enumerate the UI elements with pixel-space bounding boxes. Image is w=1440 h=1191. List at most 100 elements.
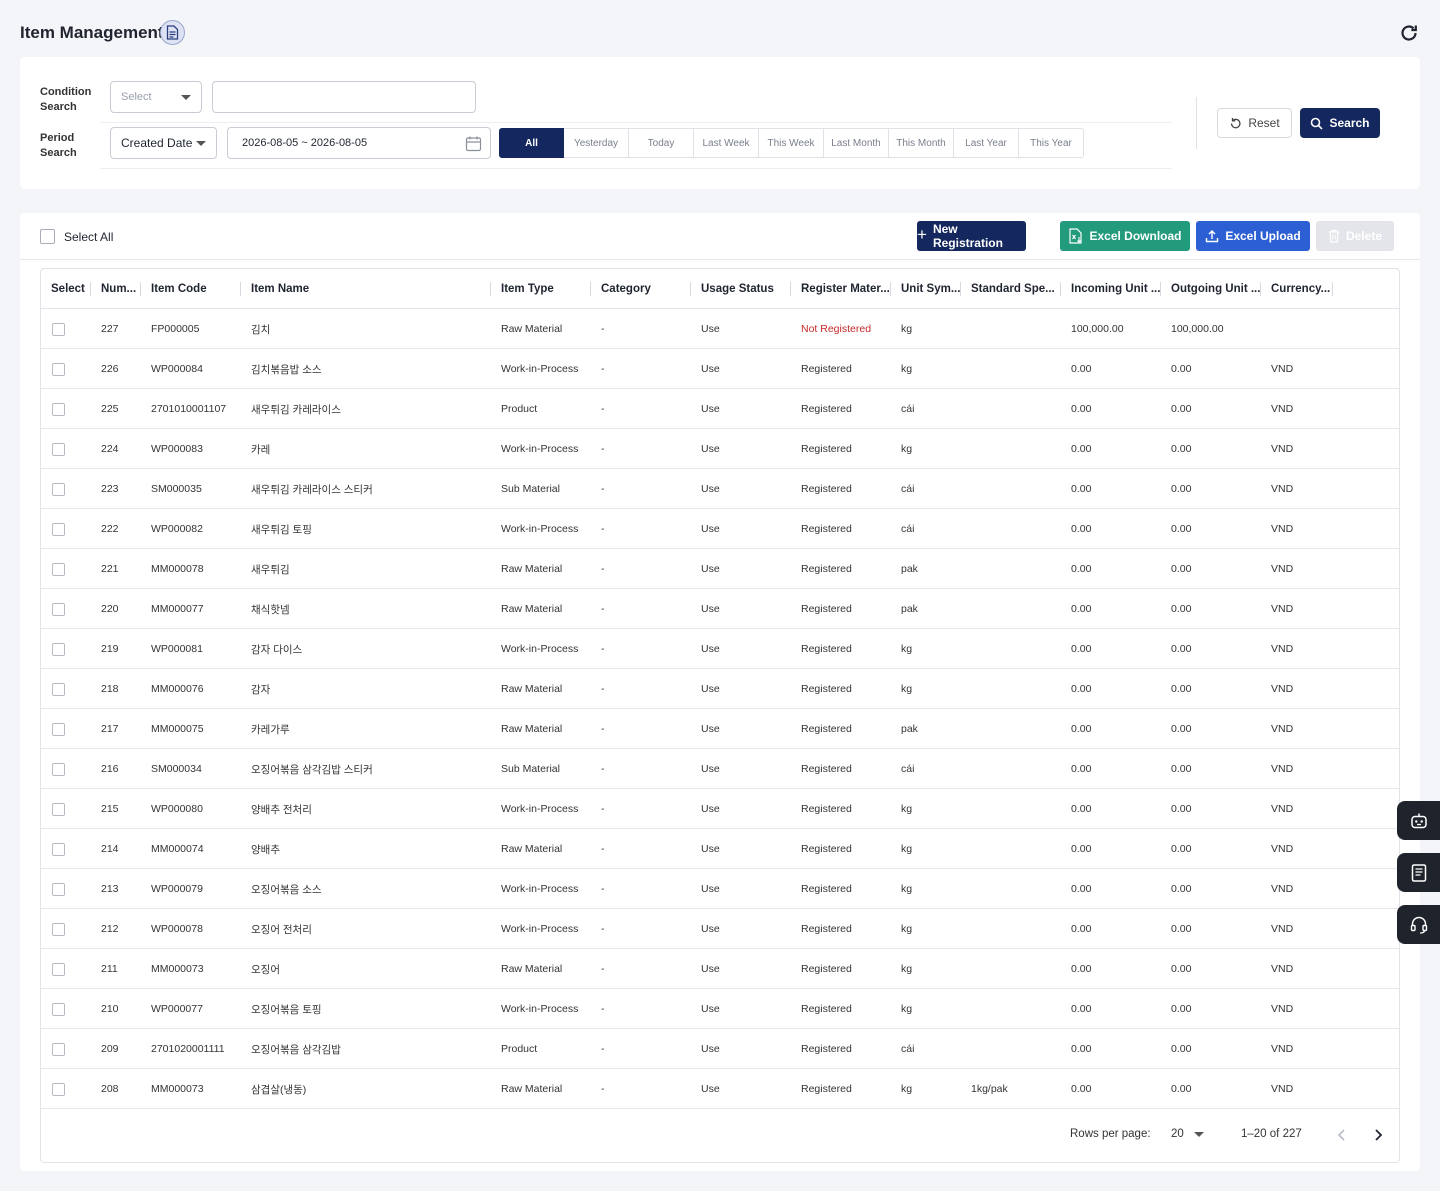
refresh-icon[interactable] [1398,22,1420,44]
column-separator[interactable] [1160,282,1161,296]
row-checkbox[interactable] [52,402,65,416]
delete-button[interactable]: Delete [1316,221,1394,251]
table-row[interactable]: 221 MM000078 새우튀김 Raw Material - Use Registere… [41,549,1399,589]
select-all-checkbox[interactable]: Select All [40,229,113,244]
calendar-icon[interactable] [465,135,482,155]
column-separator[interactable] [1260,282,1261,296]
period-button-last-year[interactable]: Last Year [954,128,1019,158]
column-header[interactable]: Standard Spe... [961,269,1061,309]
reset-button[interactable]: Reset [1217,108,1292,138]
row-checkbox[interactable] [52,722,65,736]
column-header[interactable]: Outgoing Unit ... [1171,282,1261,296]
row-checkbox[interactable] [52,322,65,336]
column-separator[interactable] [240,282,241,296]
column-header[interactable]: Unit Sym... [901,282,961,296]
manual-button[interactable] [1397,853,1440,892]
period-button-this-week[interactable]: This Week [759,128,824,158]
table-row[interactable]: 223 SM000035 새우튀김 카레라이스 스티커 Sub Material - Us… [41,469,1399,509]
row-checkbox[interactable] [52,362,65,376]
excel-upload-button[interactable]: Excel Upload [1196,221,1310,251]
column-separator[interactable] [690,282,691,296]
column-header[interactable]: Usage Status [691,269,791,309]
column-separator[interactable] [1060,282,1061,296]
period-button-today[interactable]: Today [629,128,694,158]
period-button-all[interactable]: All [499,128,564,158]
rows-per-page-select[interactable]: 20 [1171,1128,1204,1140]
column-header[interactable]: Num... [91,269,141,309]
column-separator[interactable] [1332,282,1333,296]
chevron-down-icon [1193,1131,1204,1137]
table-row[interactable]: 225 2701010001107 새우튀김 카레라이스 Product - Use Reg… [41,389,1399,429]
table-row[interactable]: 218 MM000076 감자 Raw Material - Use Registered k… [41,669,1399,709]
column-separator[interactable] [890,282,891,296]
row-checkbox[interactable] [52,602,65,616]
support-button[interactable] [1397,905,1440,944]
table-row[interactable]: 212 WP000078 오징어 전처리 Work-in-Process - Use Reg… [41,909,1399,949]
table-row[interactable]: 226 WP000084 김치볶음밥 소스 Work-in-Process - Use Re… [41,349,1399,389]
row-checkbox[interactable] [52,1002,65,1016]
condition-search-input[interactable] [212,81,476,113]
chatbot-button[interactable] [1397,801,1440,840]
period-select[interactable]: Created Date [110,127,217,159]
column-header[interactable]: Item Type [491,269,591,309]
column-separator[interactable] [790,282,791,296]
column-header[interactable]: Item Code [141,269,241,309]
row-checkbox[interactable] [52,922,65,936]
row-checkbox[interactable] [52,522,65,536]
row-checkbox[interactable] [52,1082,65,1096]
table-row[interactable]: 224 WP000083 카레 Work-in-Process - Use Register… [41,429,1399,469]
row-checkbox[interactable] [52,562,65,576]
table-cell: 오징어볶음 삼각김밥 스티커 [251,763,373,776]
excel-download-button[interactable]: Excel Download [1060,221,1190,251]
table-row[interactable]: 217 MM000075 카레가루 Raw Material - Use Registere… [41,709,1399,749]
period-button-this-year[interactable]: This Year [1019,128,1084,158]
table-row[interactable]: 208 MM000073 삼겹살(냉동) Raw Material - Use Regist… [41,1069,1399,1109]
row-checkbox[interactable] [52,842,65,856]
table-row[interactable]: 222 WP000082 새우튀김 토핑 Work-in-Process - Use Reg… [41,509,1399,549]
table-row[interactable]: 219 WP000081 감자 다이스 Work-in-Process - Use Regi… [41,629,1399,669]
table-row[interactable]: 227 FP000005 김치 Raw Material - Use Not Registe… [41,309,1399,349]
column-separator[interactable] [140,282,141,296]
table-cell: - [601,1043,605,1055]
search-button[interactable]: Search [1300,108,1380,138]
period-button-last-month[interactable]: Last Month [824,128,889,158]
next-page-button[interactable] [1367,1124,1389,1146]
table-row[interactable]: 216 SM000034 오징어볶음 삼각김밥 스티커 Sub Material - Us… [41,749,1399,789]
column-header[interactable]: Select [41,269,91,309]
column-separator[interactable] [90,282,91,296]
table-row[interactable]: 209 2701020001111 오징어볶음 삼각김밥 Product - Use Reg… [41,1029,1399,1069]
table-cell: 0.00 [1171,1003,1192,1015]
column-header[interactable]: Currency... [1261,269,1333,309]
row-checkbox[interactable] [52,962,65,976]
previous-page-button[interactable] [1331,1124,1353,1146]
period-button-this-month[interactable]: This Month [889,128,954,158]
column-separator[interactable] [960,282,961,296]
checkbox[interactable] [40,229,55,244]
row-checkbox[interactable] [52,442,65,456]
row-checkbox[interactable] [52,802,65,816]
table-row[interactable]: 213 WP000079 오징어볶음 소스 Work-in-Process - Use Re… [41,869,1399,909]
table-row[interactable]: 211 MM000073 오징어 Raw Material - Use Registered… [41,949,1399,989]
column-separator[interactable] [590,282,591,296]
row-checkbox[interactable] [52,1042,65,1056]
row-checkbox[interactable] [52,482,65,496]
period-button-yesterday[interactable]: Yesterday [564,128,629,158]
row-checkbox[interactable] [52,762,65,776]
column-separator[interactable] [490,282,491,296]
period-button-last-week[interactable]: Last Week [694,128,759,158]
condition-select[interactable]: Select [110,81,202,113]
column-header[interactable]: Category [591,269,691,309]
table-row[interactable]: 214 MM000074 양배추 Raw Material - Use Registered… [41,829,1399,869]
date-range-input[interactable]: 2026-08-05 ~ 2026-08-05 [227,127,491,159]
column-header[interactable]: Item Name [241,269,491,309]
row-checkbox[interactable] [52,682,65,696]
table-row[interactable]: 220 MM000077 채식핫넴 Raw Material - Use Registere… [41,589,1399,629]
table-row[interactable]: 210 WP000077 오징어볶음 토핑 Work-in-Process - Use Re… [41,989,1399,1029]
column-header[interactable]: Incoming Unit ... [1071,282,1161,296]
table-row[interactable]: 215 WP000080 양배추 전처리 Work-in-Process - Use Reg… [41,789,1399,829]
column-header[interactable]: Register Mater... [801,282,891,296]
row-checkbox[interactable] [52,882,65,896]
row-checkbox[interactable] [52,642,65,656]
document-icon[interactable] [160,20,185,45]
new-registration-button[interactable]: + New Registration [917,221,1026,251]
